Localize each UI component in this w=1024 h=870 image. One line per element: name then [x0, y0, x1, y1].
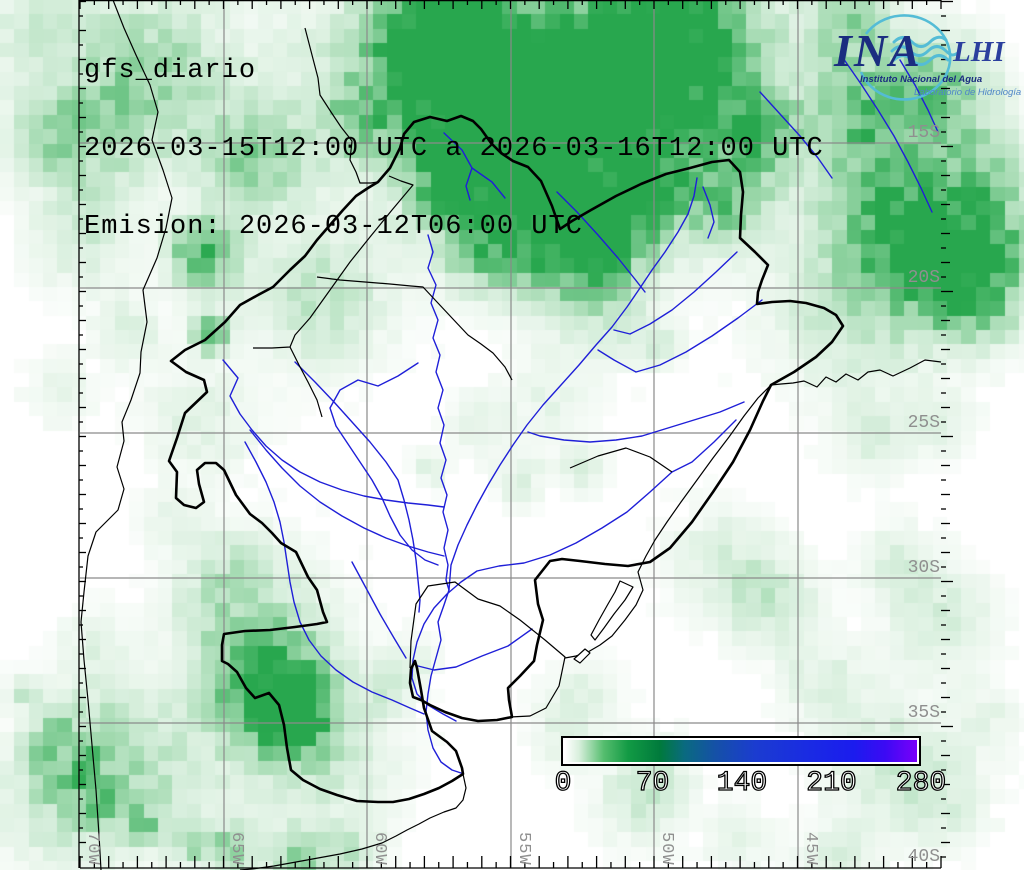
ina-logo: INA LHI Instituto Nacional del Agua Labo…	[833, 14, 1021, 101]
axis-ticks	[78, 0, 953, 869]
lon-label: 50W	[657, 832, 676, 866]
lat-label: 30S	[907, 558, 940, 578]
lon-label: 70W	[83, 832, 102, 866]
country-borders-path	[80, 0, 942, 870]
colorbar-label: 280	[895, 767, 947, 799]
andes-border-path	[80, 0, 173, 870]
title-emission: Emision: 2026-03-12T06:00 UTC	[84, 212, 583, 242]
lat-label: 15S	[907, 123, 940, 143]
title-product: gfs_diario	[84, 56, 257, 86]
title-period: 2026-03-15T12:00 UTC a 2026-03-16T12:00 …	[84, 134, 824, 164]
colorbar-gradient	[565, 740, 917, 762]
lagoon-mirim	[573, 648, 591, 664]
logo-lab-name: Laboratorio de Hidrología	[914, 87, 1021, 98]
colorbar-label: 140	[716, 767, 768, 799]
basin-boundary-path	[167, 114, 845, 804]
lat-label: 25S	[907, 413, 940, 433]
colorbar-label: 70	[635, 767, 670, 799]
lon-label: 60W	[370, 832, 389, 866]
colorbar	[561, 736, 921, 766]
logo-acronym: INA	[833, 25, 922, 76]
lagoon-patos	[590, 580, 634, 641]
logo-lhi: LHI	[952, 36, 1006, 68]
logo-circle-icon	[859, 14, 952, 101]
colorbar-label: 210	[806, 767, 858, 799]
lon-label: 65W	[227, 832, 246, 866]
graticule-gridlines	[80, 0, 941, 868]
lat-label: 40S	[907, 847, 940, 867]
rivers-path	[222, 57, 939, 774]
logo-org-name: Instituto Nacional del Agua	[860, 74, 982, 85]
uruguay-border-path	[409, 581, 566, 718]
lon-label: 55W	[514, 832, 533, 866]
title-block: gfs_diario 2026-03-15T12:00 UTC a 2026-0…	[84, 6, 824, 292]
lat-label: 35S	[907, 703, 940, 723]
coastline-south-path	[239, 773, 467, 870]
colorbar-label: 0	[554, 767, 572, 799]
lon-label: 45W	[801, 832, 820, 866]
coastline-path	[564, 359, 942, 659]
lat-label: 20S	[907, 268, 940, 288]
logo-wave-icon	[890, 35, 960, 66]
